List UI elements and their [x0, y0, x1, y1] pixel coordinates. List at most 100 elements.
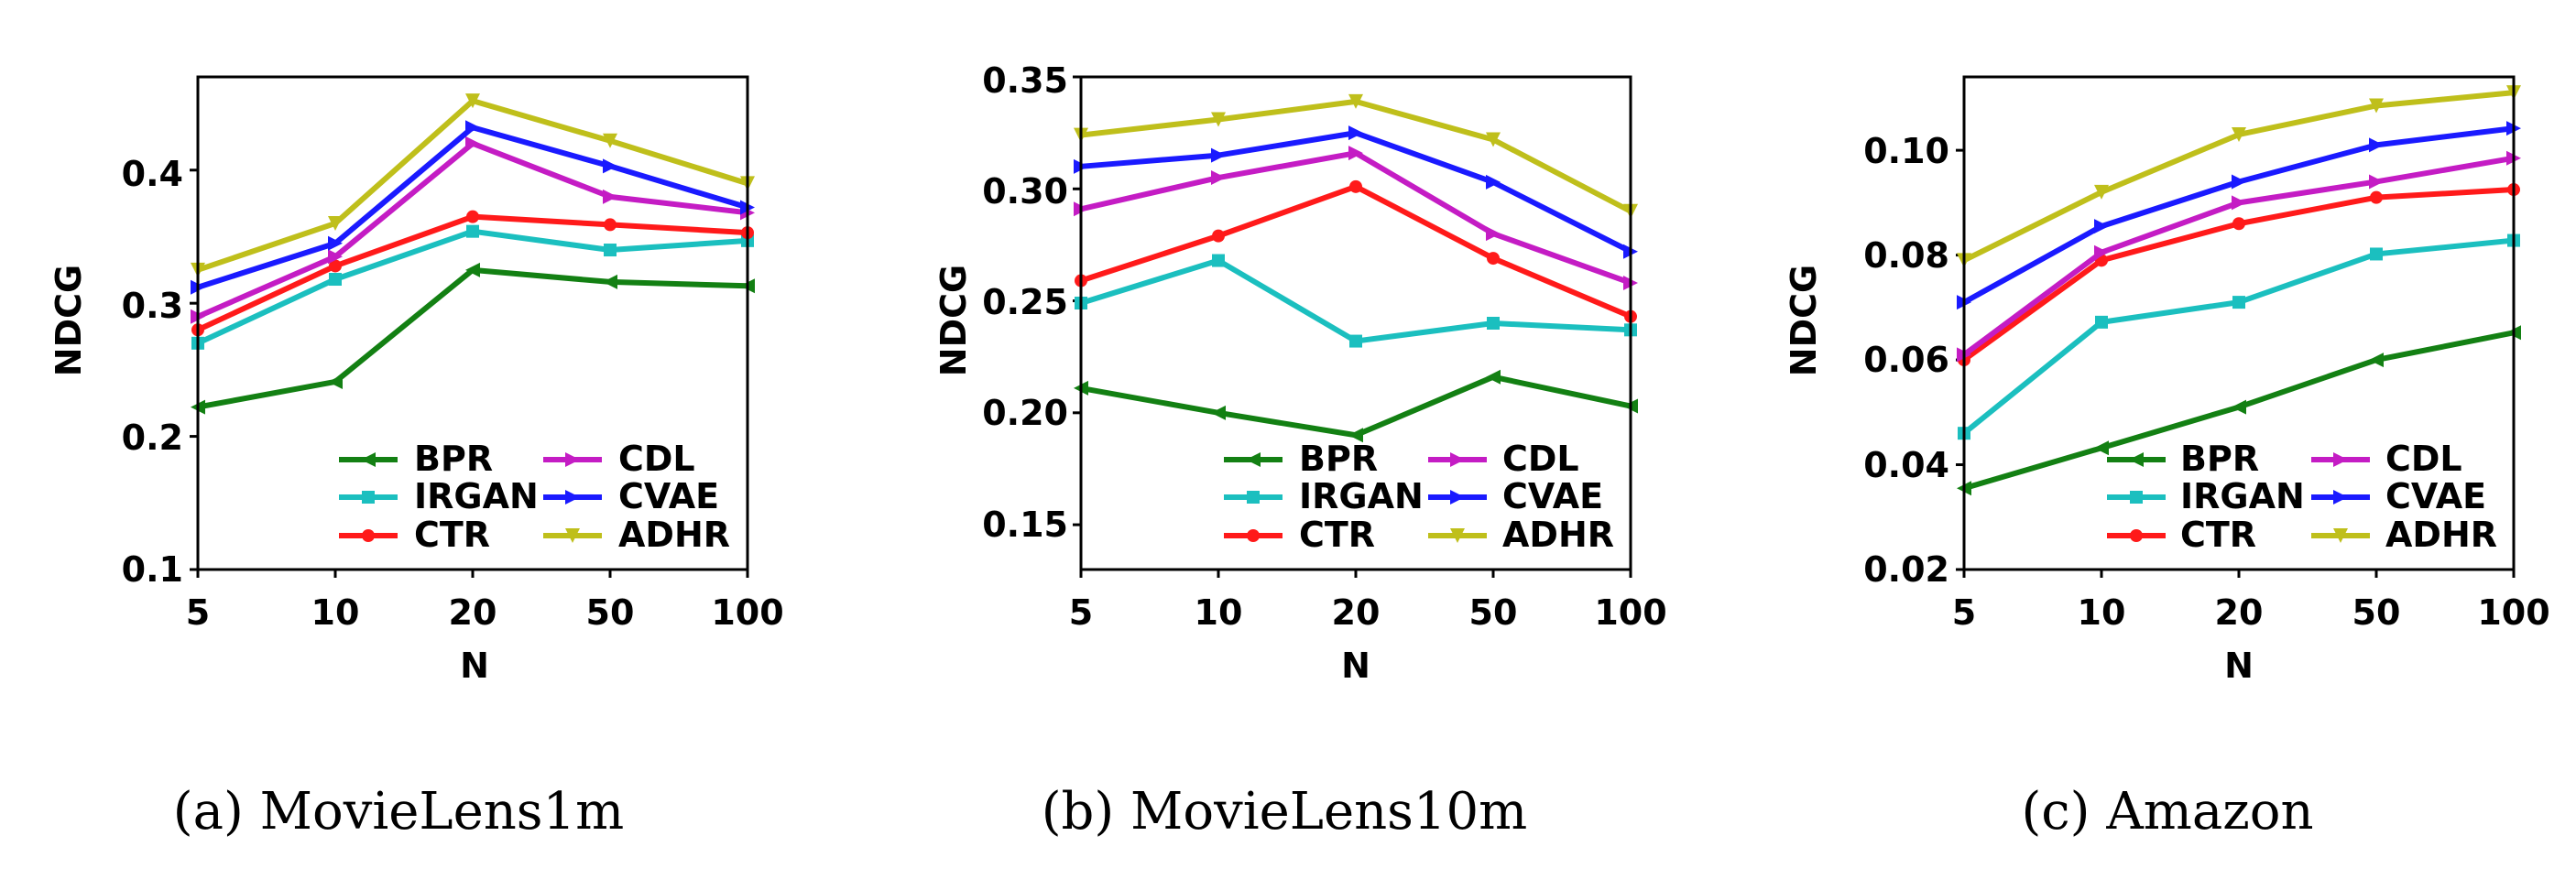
x-tick-label: 100 [2477, 592, 2549, 633]
marker-triangle-right [1450, 452, 1465, 467]
x-axis-title: N [2224, 646, 2254, 686]
legend: BPR IRGAN CTR CDL CVAE ADHR [1224, 439, 1614, 555]
x-tick-label: 20 [2215, 592, 2264, 633]
marker-triangle-down [2094, 184, 2109, 200]
panel-caption: (b) MovieLens10m [1042, 782, 1528, 841]
legend-label: IRGAN [2180, 476, 2305, 516]
x-tick-label: 50 [586, 592, 635, 633]
legend-swatch [339, 529, 398, 542]
marker-circle [329, 259, 342, 273]
legend-label: IRGAN [414, 476, 539, 516]
marker-triangle-down [1450, 528, 1465, 543]
legend-label: CTR [2180, 515, 2256, 555]
y-axis-title: NDCG [49, 265, 89, 376]
legend-label: ADHR [1502, 515, 1614, 555]
legend-swatch [543, 452, 602, 467]
marker-triangle-down [465, 93, 480, 109]
x-tick-label: 10 [1195, 592, 1243, 633]
x-tick-label: 50 [2352, 592, 2401, 633]
legend-swatch [1224, 529, 1283, 542]
marker-square [604, 244, 617, 257]
marker-triangle-down [565, 528, 580, 543]
series-ctr [1075, 179, 1637, 323]
marker-triangle-right [1348, 125, 1363, 141]
marker-triangle-right [2333, 490, 2348, 505]
x-tick-label: 20 [449, 592, 497, 633]
legend-label: CTR [1299, 515, 1375, 555]
marker-triangle-left [2129, 452, 2144, 467]
marker-square [466, 224, 479, 238]
marker-triangle-right [603, 158, 617, 174]
marker-triangle-right [465, 136, 480, 151]
legend-swatch [2311, 452, 2370, 467]
legend-label: CVAE [2385, 476, 2486, 516]
marker-triangle-left [603, 274, 617, 289]
axes-frame [1079, 75, 1632, 571]
legend-swatch [339, 452, 398, 467]
legend-swatch [1224, 491, 1283, 504]
marker-triangle-right [2333, 452, 2348, 467]
marker-triangle-down [1211, 112, 1226, 127]
marker-triangle-right [565, 490, 580, 505]
marker-triangle-right [2232, 195, 2246, 211]
x-tick-label: 5 [1952, 592, 1976, 633]
marker-square [1487, 317, 1500, 330]
marker-circle [604, 218, 617, 232]
marker-triangle-left [328, 374, 343, 389]
marker-circle [1487, 252, 1500, 266]
x-tick-label: 5 [186, 592, 210, 633]
y-tick-label: 0.10 [1863, 131, 1949, 171]
y-tick-label: 0.30 [982, 171, 1068, 212]
legend-label: CDL [618, 439, 695, 479]
marker-square [1247, 491, 1260, 504]
legend-label: CVAE [1502, 476, 1603, 516]
marker-triangle-right [328, 235, 343, 251]
legend-label: BPR [1299, 439, 1378, 479]
legend-label: CTR [414, 515, 490, 555]
marker-triangle-left [2232, 399, 2246, 415]
marker-triangle-right [1486, 174, 1501, 190]
series-group [1957, 85, 2521, 496]
marker-triangle-right [1211, 147, 1226, 163]
y-tick-label: 0.06 [1863, 340, 1949, 380]
series-group [191, 93, 755, 415]
marker-triangle-down [2369, 98, 2384, 114]
x-tick-label: 20 [1332, 592, 1381, 633]
marker-square [2370, 247, 2383, 261]
marker-triangle-down [1348, 93, 1363, 109]
marker-circle [1247, 529, 1260, 542]
marker-circle [1212, 229, 1225, 243]
x-axis-title: N [460, 646, 489, 686]
legend-swatch [1428, 452, 1487, 467]
marker-triangle-right [2094, 244, 2109, 260]
y-tick-label: 0.02 [1863, 549, 1949, 590]
panel-caption: (c) Amazon [2021, 782, 2313, 841]
y-tick-label: 0.25 [982, 282, 1068, 322]
marker-triangle-down [2232, 126, 2246, 142]
marker-circle [2232, 217, 2245, 231]
legend-label: BPR [2180, 439, 2259, 479]
legend-label: IRGAN [1299, 476, 1424, 516]
marker-triangle-left [2094, 440, 2109, 456]
legend-swatch [2107, 491, 2166, 504]
marker-circle [466, 210, 479, 223]
panel-caption: (a) MovieLens1m [173, 782, 625, 841]
y-tick-label: 0.04 [1863, 445, 1949, 485]
marker-triangle-down [1486, 132, 1501, 147]
chart-panel-movielens10m: NDCG N (b) MovieLens10m 5 10 20 50 100 0… [933, 60, 1667, 841]
legend-swatch [1428, 528, 1487, 543]
axes-frame [196, 75, 749, 571]
legend: BPR IRGAN CTR CDL CVAE ADHR [339, 439, 730, 555]
x-tick-label: 10 [311, 592, 360, 633]
marker-square [1349, 334, 1362, 348]
chart-panel-amazon: NDCG N (c) Amazon 5 10 20 50 100 0.02 0.… [1784, 75, 2550, 841]
y-tick-label: 0.4 [122, 154, 183, 194]
marker-circle [2370, 190, 2383, 204]
marker-square [2095, 315, 2108, 329]
marker-triangle-right [465, 120, 480, 136]
marker-square [2130, 491, 2143, 504]
y-tick-label: 0.3 [122, 286, 183, 326]
chart-panel-movielens1m: NDCG N (a) MovieLens1m 5 10 20 50 100 0.… [49, 75, 784, 841]
series-bpr [1957, 325, 2521, 496]
marker-triangle-right [1348, 146, 1363, 161]
